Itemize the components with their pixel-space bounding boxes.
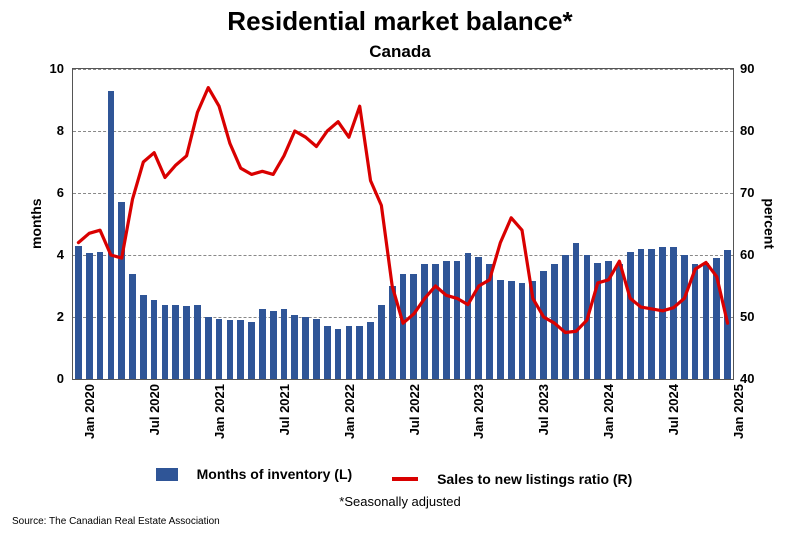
bar [648,249,655,379]
chart-container: Residential market balance* Canada 02468… [0,0,800,548]
gridline [73,255,733,256]
bar [659,247,666,379]
bar [465,253,472,379]
bar [410,274,417,379]
bar [248,322,255,379]
left-tick: 10 [0,61,64,76]
left-tick: 0 [0,371,64,386]
bar [681,255,688,379]
gridline [73,193,733,194]
right-tick: 70 [740,185,754,200]
bar [573,243,580,379]
bar [551,264,558,379]
gridline [73,131,733,132]
bar [172,305,179,379]
bar [508,281,515,379]
bar [313,319,320,379]
bar [194,305,201,379]
bar [86,253,93,379]
bar [237,320,244,379]
footnote: *Seasonally adjusted [0,494,800,509]
bar [356,326,363,379]
bar [346,326,353,379]
bar [108,91,115,379]
bar [692,264,699,379]
bar [389,286,396,379]
bar [281,309,288,379]
bar [118,202,125,379]
bar [475,257,482,379]
bar [486,264,493,379]
legend-swatch-bar [156,468,178,481]
bar [140,295,147,379]
bar [302,317,309,379]
bar [724,250,731,379]
bar [378,305,385,379]
legend-item-line: Sales to new listings ratio (R) [392,471,644,487]
right-axis-label: percent [762,198,778,249]
bar [454,261,461,379]
bar [129,274,136,379]
legend: Months of inventory (L) Sales to new lis… [0,466,800,487]
bar [703,263,710,379]
bar [540,271,547,380]
gridline [73,69,733,70]
bar [627,252,634,379]
bar [594,263,601,379]
bar [227,320,234,379]
left-axis-label: months [28,198,44,249]
legend-swatch-line [392,477,418,481]
bar [638,249,645,379]
bar [151,300,158,379]
bar [670,247,677,379]
bar [584,255,591,379]
bar [367,322,374,379]
bar [400,274,407,379]
right-tick: 90 [740,61,754,76]
bar [291,315,298,379]
bar [421,264,428,379]
bar [270,311,277,379]
bar [162,305,169,379]
plot-area [72,68,734,380]
bar [216,319,223,379]
bar [205,317,212,379]
legend-label-bars: Months of inventory (L) [197,466,353,482]
chart-title: Residential market balance* [0,6,800,37]
bar [713,258,720,379]
bar [324,326,331,379]
right-tick: 60 [740,247,754,262]
bar [443,261,450,379]
bar [259,309,266,379]
bar [183,306,190,379]
legend-item-bars: Months of inventory (L) [156,466,365,482]
bar [75,246,82,379]
bar [529,281,536,379]
bar [562,255,569,379]
bar [616,264,623,379]
chart-subtitle: Canada [0,42,800,62]
bar [432,264,439,379]
bar [519,283,526,379]
bar [97,252,104,379]
left-tick: 2 [0,309,64,324]
left-tick: 8 [0,123,64,138]
legend-label-line: Sales to new listings ratio (R) [437,471,632,487]
right-tick: 80 [740,123,754,138]
source-text: Source: The Canadian Real Estate Associa… [12,516,220,527]
bar [605,261,612,379]
bar [497,280,504,379]
bar [335,329,342,379]
right-tick: 50 [740,309,754,324]
